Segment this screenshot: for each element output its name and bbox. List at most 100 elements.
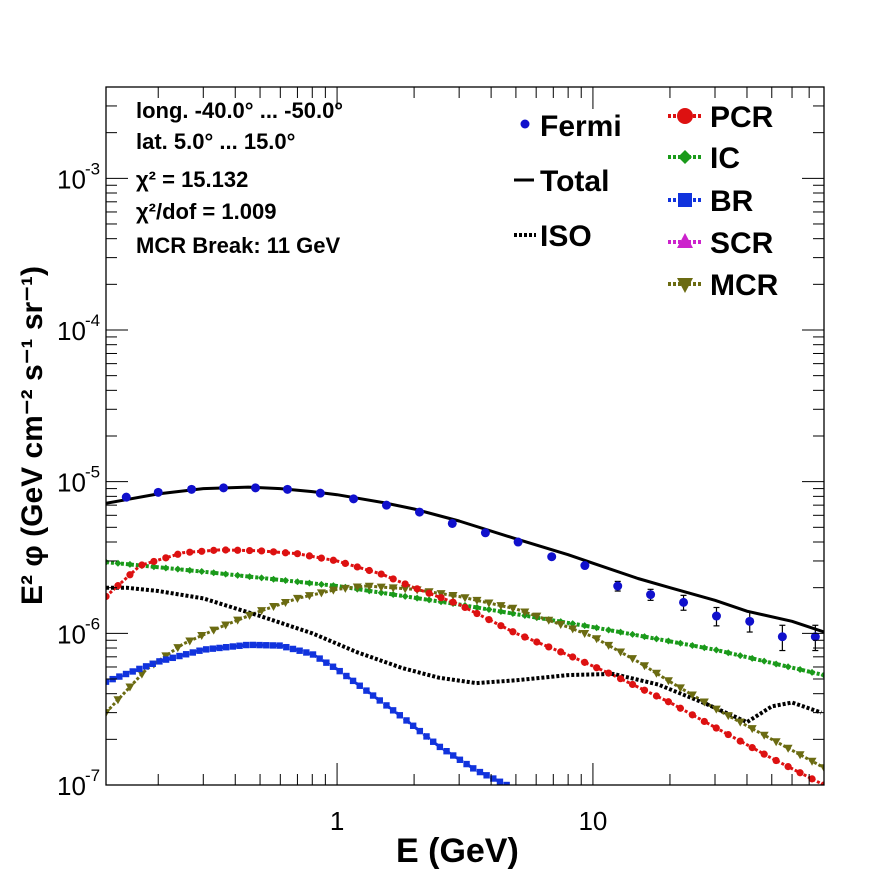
ic-point [605, 626, 613, 634]
fermi-point [315, 488, 325, 498]
ic-point [106, 558, 110, 566]
br-point [136, 665, 143, 673]
ic-point [282, 577, 289, 585]
ic-point [210, 569, 218, 577]
br-point [463, 760, 470, 768]
br-point [176, 652, 183, 660]
ic-point [485, 605, 493, 613]
br-point [122, 670, 130, 678]
mcr-point [807, 757, 817, 766]
mcr-point [711, 705, 721, 714]
pcr-point [664, 698, 673, 706]
ic-point [808, 668, 816, 676]
pcr-point [341, 559, 349, 568]
br-point [363, 687, 370, 694]
mcr-point [496, 602, 506, 611]
y-tick-label-exponent: -7 [85, 766, 100, 785]
mcr-point [304, 592, 314, 601]
br-point [189, 649, 197, 656]
ic-point [509, 610, 517, 618]
ic-point [413, 594, 421, 602]
mcr-point [532, 612, 542, 621]
ic-point [772, 660, 780, 668]
br-point [303, 649, 310, 656]
legend-right: PCR IC BR SCR MCR [668, 101, 779, 302]
fermi-point [613, 581, 623, 591]
ic-point [234, 571, 242, 579]
br-point [202, 646, 210, 653]
fermi-point [381, 500, 391, 510]
pcr-point [533, 638, 541, 646]
mcr-point [460, 594, 470, 603]
mcr-point [340, 584, 350, 593]
legend-ic-marker [678, 150, 692, 164]
ic-point [664, 637, 672, 645]
pcr-point [365, 566, 373, 575]
info-longitude: long. -40.0° ... -50.0° [136, 98, 343, 123]
ic-point [593, 624, 601, 632]
fermi-point [219, 483, 229, 493]
pcr-point [222, 546, 230, 554]
fermi-point [251, 483, 261, 493]
legend-mcr-marker [677, 278, 693, 293]
fermi-point [745, 616, 755, 626]
br-point [329, 663, 337, 670]
ic-point [150, 563, 158, 571]
br-point [309, 651, 317, 658]
pcr-point [712, 724, 720, 732]
br-point [470, 765, 477, 772]
br-point [436, 743, 444, 751]
pcr-point [329, 556, 337, 564]
br-point [196, 647, 203, 654]
br-point [149, 660, 156, 668]
mcr-point [747, 725, 757, 734]
info-latitude: lat. 5.0° ... 15.0° [136, 129, 295, 154]
pcr-point [796, 769, 804, 777]
br-point [423, 733, 430, 740]
pcr-point [246, 546, 254, 555]
fermi-point [547, 552, 557, 562]
fermi-point [513, 537, 523, 547]
br-point [490, 775, 497, 782]
br-point [106, 678, 110, 685]
pcr-point [401, 580, 409, 588]
y-tick-label-base: 10 [57, 771, 86, 801]
y-tick-label-base: 10 [57, 468, 86, 498]
legend-fermi-marker [520, 119, 530, 129]
br-point [116, 673, 123, 680]
ic-point [497, 608, 505, 616]
ic-point [222, 570, 230, 578]
mcr-point [723, 712, 733, 721]
mcr-point [233, 616, 243, 625]
mcr-point [640, 662, 649, 671]
mcr-point [209, 626, 219, 635]
br-point [229, 643, 237, 650]
br-point [356, 682, 363, 689]
mcr-point [592, 635, 602, 644]
ic-point [317, 580, 325, 588]
pcr-point [509, 628, 517, 636]
br-point [256, 641, 263, 649]
pcr-point [174, 550, 182, 558]
br-point [416, 727, 424, 735]
total-series-line [106, 485, 824, 634]
br-point [182, 651, 190, 658]
br-point [276, 642, 283, 649]
mcr-point [759, 731, 769, 740]
br-point [343, 672, 350, 680]
mcr-point [221, 621, 231, 630]
br-point [162, 656, 170, 663]
mcr-point [628, 655, 638, 664]
ic-point [736, 652, 744, 660]
pcr-point [808, 775, 816, 783]
mcr-point [376, 583, 386, 592]
pcr-point [581, 658, 589, 666]
pcr-point [305, 552, 314, 560]
pcr-point [449, 598, 457, 606]
ic-point [293, 578, 301, 586]
pcr-point [820, 781, 824, 785]
mcr-point [520, 608, 530, 617]
br-point [296, 647, 303, 654]
pcr-point [593, 664, 601, 672]
